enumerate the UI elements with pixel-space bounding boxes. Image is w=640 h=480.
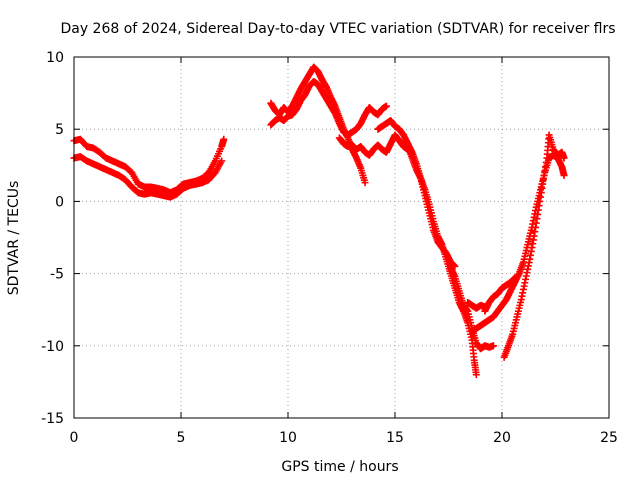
x-axis-label: GPS time / hours: [281, 459, 398, 475]
chart-title: Day 268 of 2024, Sidereal Day-to-day VTE…: [60, 21, 615, 37]
y-tick-label: -5: [50, 267, 64, 283]
plot-frame: [73, 56, 610, 419]
data-points: [70, 63, 568, 379]
data-point: [511, 274, 519, 282]
data-point: [361, 179, 369, 187]
x-tick-label: 15: [386, 430, 404, 446]
data-point: [489, 342, 497, 350]
x-tick-label: 20: [493, 430, 511, 446]
x-tick-label: 25: [600, 430, 618, 446]
data-point: [218, 157, 226, 165]
data-point: [560, 171, 568, 179]
x-tick-label: 0: [70, 430, 79, 446]
x-tick-label: 5: [177, 430, 186, 446]
data-point: [451, 262, 459, 270]
y-tick-label: -15: [41, 411, 64, 427]
data-point: [220, 135, 228, 143]
x-tick-label: 10: [279, 430, 297, 446]
y-tick-label: 0: [55, 194, 64, 210]
data-point: [560, 154, 568, 162]
y-tick-label: 10: [46, 50, 64, 66]
data-point: [382, 102, 390, 110]
y-axis-label: SDTVAR / TECUs: [6, 181, 22, 296]
y-tick-label: -10: [41, 339, 64, 355]
axis-ticks: 0 5 10 15 20 25 -15 -10 -5 0 5 10: [41, 50, 618, 446]
y-tick-label: 5: [55, 122, 64, 138]
data-point: [472, 371, 480, 379]
